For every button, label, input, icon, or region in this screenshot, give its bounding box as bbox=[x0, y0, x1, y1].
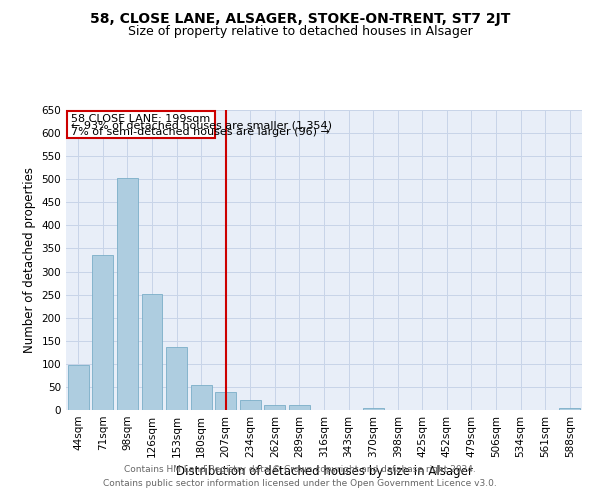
Bar bbox=[215, 392, 236, 410]
FancyBboxPatch shape bbox=[67, 111, 215, 138]
Bar bbox=[142, 294, 163, 410]
Text: 7% of semi-detached houses are larger (96) →: 7% of semi-detached houses are larger (9… bbox=[71, 126, 330, 136]
Text: ← 93% of detached houses are smaller (1,354): ← 93% of detached houses are smaller (1,… bbox=[71, 120, 332, 130]
Bar bbox=[92, 256, 113, 410]
Bar bbox=[68, 365, 89, 410]
Bar bbox=[117, 178, 138, 410]
X-axis label: Distribution of detached houses by size in Alsager: Distribution of detached houses by size … bbox=[176, 466, 472, 478]
Text: Contains HM Land Registry data © Crown copyright and database right 2024.
Contai: Contains HM Land Registry data © Crown c… bbox=[103, 466, 497, 487]
Text: 58, CLOSE LANE, ALSAGER, STOKE-ON-TRENT, ST7 2JT: 58, CLOSE LANE, ALSAGER, STOKE-ON-TRENT,… bbox=[90, 12, 510, 26]
Y-axis label: Number of detached properties: Number of detached properties bbox=[23, 167, 36, 353]
Bar bbox=[166, 347, 187, 410]
Text: Size of property relative to detached houses in Alsager: Size of property relative to detached ho… bbox=[128, 25, 472, 38]
Bar bbox=[362, 408, 383, 410]
Bar bbox=[289, 406, 310, 410]
Bar bbox=[191, 385, 212, 410]
Bar bbox=[265, 406, 286, 410]
Bar bbox=[240, 400, 261, 410]
Text: 58 CLOSE LANE: 199sqm: 58 CLOSE LANE: 199sqm bbox=[71, 114, 210, 124]
Bar bbox=[559, 408, 580, 410]
